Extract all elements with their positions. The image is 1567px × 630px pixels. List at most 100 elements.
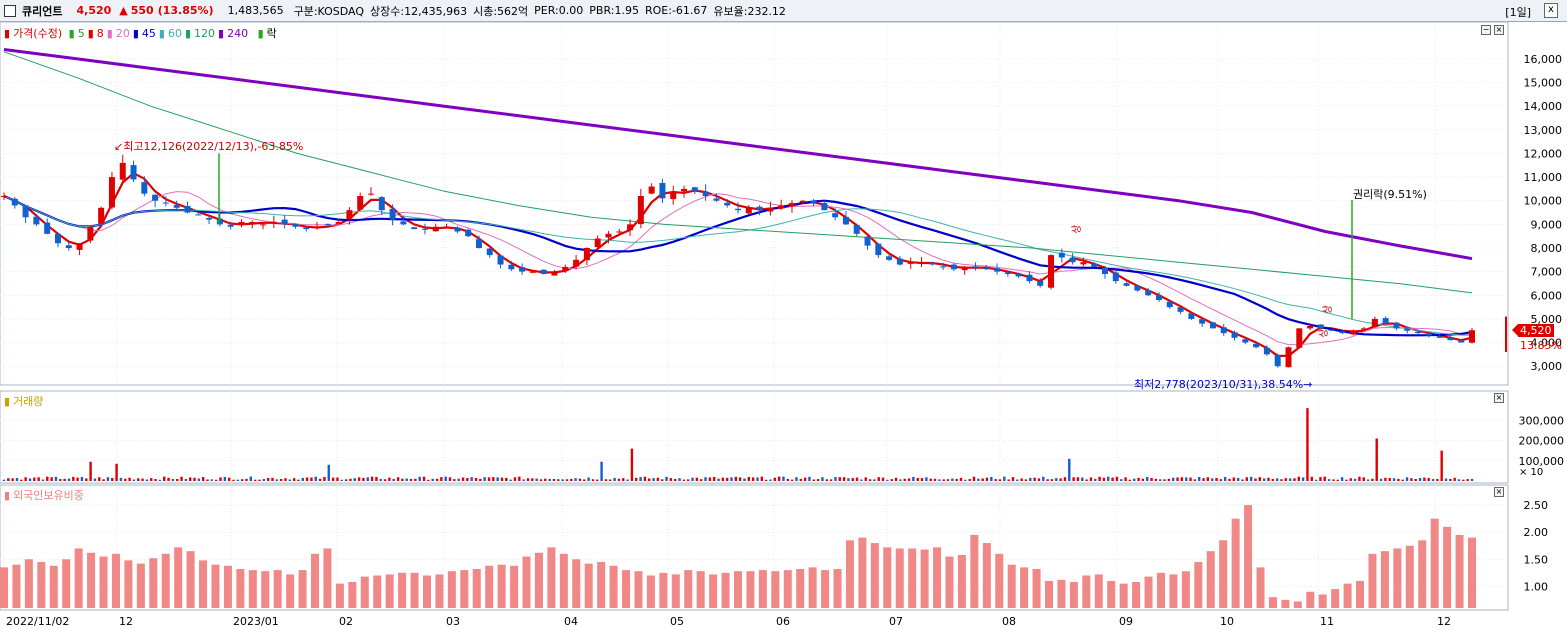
volume-bar: [1366, 479, 1370, 481]
ma60-line: [3, 195, 1473, 336]
volume-bar: [1449, 478, 1452, 481]
date-tick-label: 12: [119, 615, 133, 628]
candle-body: [1231, 332, 1238, 338]
volume-bar: [656, 477, 660, 481]
candle-body: [260, 224, 267, 226]
foreign-bar: [1219, 540, 1228, 608]
volume-bar: [1124, 477, 1127, 481]
foreign-bar: [908, 548, 917, 608]
candle-body: [130, 165, 137, 180]
foreign-bar: [1343, 583, 1352, 608]
candle-body: [1134, 285, 1141, 291]
price-panel-close-icon[interactable]: ×: [1494, 25, 1504, 35]
foreign-bar: [808, 567, 817, 608]
foreign-bar: [199, 560, 208, 608]
volume-bar: [929, 478, 932, 481]
candle-body: [303, 227, 310, 230]
volume-bar: [1418, 478, 1422, 481]
foreign-bar: [174, 547, 183, 608]
volume-bar: [1128, 479, 1132, 481]
candle-body: [44, 222, 51, 234]
volume-bar: [366, 477, 369, 481]
volume-bar: [1249, 476, 1253, 481]
volume-bar: [301, 477, 304, 481]
select-checkbox[interactable]: [4, 4, 16, 17]
volume-bars: [2, 408, 1474, 481]
volume-bar: [1163, 479, 1166, 481]
volume-bar: [154, 479, 157, 481]
volume-bar: [145, 479, 149, 481]
volume-bar: [418, 476, 421, 481]
volume-tick-label: 200,000: [1519, 435, 1565, 448]
foreign-bar: [1132, 582, 1141, 608]
volume-panel-close-icon[interactable]: ×: [1494, 393, 1504, 403]
foreign-tick-label: 2.50: [1524, 499, 1549, 512]
candle-body: [1112, 272, 1119, 282]
high-arrow-icon: ↙: [114, 140, 124, 153]
price-panel-minimize-icon[interactable]: −: [1481, 25, 1491, 35]
volume-bar: [1068, 458, 1071, 481]
candle-body: [1048, 255, 1055, 288]
volume-bar: [427, 479, 430, 481]
volume-bar: [214, 479, 218, 481]
candle-body: [486, 248, 493, 256]
candle-body: [961, 266, 968, 271]
foreign-bar: [721, 572, 730, 608]
stock-name[interactable]: 큐리언트: [22, 4, 63, 18]
foreign-tick-label: 1.50: [1524, 553, 1549, 566]
ma-legend-label-8: 8: [96, 27, 104, 40]
volume-bar: [1466, 479, 1469, 481]
close-icon[interactable]: x: [1544, 3, 1558, 18]
volume-bar: [1462, 479, 1465, 481]
foreign-bar: [1455, 534, 1464, 608]
foreign-bar: [1206, 551, 1215, 608]
volume-bar: [825, 479, 828, 481]
volume-bar: [600, 461, 603, 481]
foreign-bar: [385, 574, 394, 608]
volume-bar: [1254, 478, 1257, 481]
candle-body: [54, 233, 61, 244]
volume-bar: [652, 478, 655, 481]
volume-bar: [513, 477, 517, 481]
roe-value: ROE:-61.67: [644, 4, 708, 17]
volume-bar: [297, 479, 300, 481]
volume-bar: [890, 479, 893, 481]
volume-bar: [1167, 478, 1171, 481]
period-selector[interactable]: [1일]: [1505, 6, 1531, 19]
volume-bar: [24, 477, 27, 481]
candle-body: [724, 202, 731, 206]
pbr-value: PBR:1.95: [589, 4, 639, 17]
candle-body: [11, 198, 18, 206]
foreign-bar: [273, 570, 282, 608]
ma20-line: [3, 191, 1473, 346]
volume-bar: [275, 479, 279, 481]
foreign-bar: [510, 565, 519, 608]
volume-bar: [392, 478, 395, 481]
volume-bar: [409, 478, 413, 481]
volume-legend: ▮ 거래량: [4, 393, 46, 409]
candle-body: [152, 194, 159, 201]
foreign-bar: [161, 553, 170, 608]
high-annotation: ↙최고12,126(2022/12/13),-63.85%: [114, 138, 303, 154]
ma-legend-label-120: 120: [194, 27, 216, 40]
volume-bar: [59, 479, 62, 481]
volume-bar: [743, 478, 746, 481]
candle-body: [108, 177, 115, 208]
volume-bar: [951, 478, 954, 481]
foreign-panel-close-icon[interactable]: ×: [1494, 487, 1504, 497]
price-legend: ▮ 가격(수정) ▮ 5 ▮ 8 ▮ 20 ▮ 45 ▮ 60 ▮ 120 ▮ 240 ▮ 락: [4, 25, 280, 41]
volume-bar: [1379, 478, 1383, 481]
volume-bar: [483, 477, 486, 481]
ma-legend-label-20: 20: [115, 27, 130, 40]
volume-bar: [1007, 479, 1010, 481]
ma-legend-marker-120: ▮: [184, 27, 192, 40]
foreign-bar: [485, 565, 494, 608]
volume-bar: [712, 476, 716, 481]
foreign-tick-label: 1.00: [1524, 580, 1549, 593]
volume-bar: [63, 478, 66, 481]
volume-bar: [678, 478, 681, 481]
volume-bar: [1176, 477, 1179, 481]
volume-bar: [1089, 477, 1093, 481]
volume-bar: [1392, 478, 1396, 481]
